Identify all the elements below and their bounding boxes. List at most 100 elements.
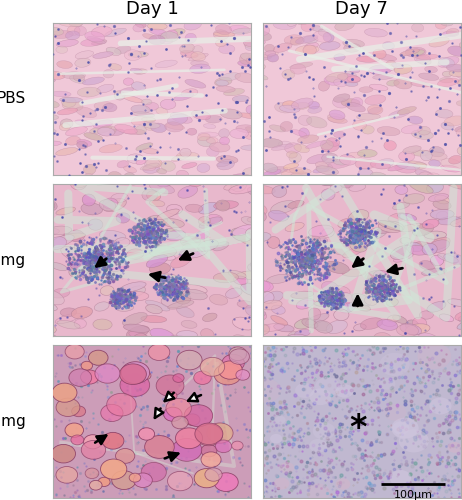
Ellipse shape <box>326 320 347 334</box>
Ellipse shape <box>66 31 80 40</box>
Circle shape <box>90 480 102 490</box>
Ellipse shape <box>185 80 206 88</box>
Ellipse shape <box>170 255 191 268</box>
Circle shape <box>307 484 330 500</box>
Ellipse shape <box>419 73 439 80</box>
Ellipse shape <box>36 114 59 120</box>
Ellipse shape <box>232 96 249 102</box>
Circle shape <box>270 434 282 444</box>
Ellipse shape <box>440 20 453 26</box>
Ellipse shape <box>123 78 134 86</box>
Ellipse shape <box>290 64 306 74</box>
Ellipse shape <box>75 51 94 59</box>
Ellipse shape <box>56 40 78 47</box>
Ellipse shape <box>245 305 258 316</box>
Ellipse shape <box>399 151 415 162</box>
Ellipse shape <box>133 112 155 117</box>
Ellipse shape <box>105 28 127 37</box>
Ellipse shape <box>294 318 316 329</box>
Ellipse shape <box>446 64 462 72</box>
Circle shape <box>176 350 202 370</box>
Ellipse shape <box>40 78 55 84</box>
Circle shape <box>95 364 120 383</box>
Ellipse shape <box>298 115 312 126</box>
Ellipse shape <box>159 228 180 239</box>
Ellipse shape <box>81 203 103 215</box>
Ellipse shape <box>41 49 52 55</box>
Ellipse shape <box>141 99 152 104</box>
Ellipse shape <box>185 204 203 212</box>
Ellipse shape <box>416 56 431 65</box>
Ellipse shape <box>214 201 238 209</box>
Ellipse shape <box>335 20 354 30</box>
Ellipse shape <box>171 154 189 162</box>
Ellipse shape <box>42 326 56 334</box>
Ellipse shape <box>69 20 83 26</box>
Ellipse shape <box>449 156 462 164</box>
Ellipse shape <box>429 146 444 157</box>
Ellipse shape <box>180 236 201 246</box>
Ellipse shape <box>136 143 153 150</box>
Ellipse shape <box>360 16 373 23</box>
Ellipse shape <box>233 335 254 346</box>
Ellipse shape <box>233 276 248 284</box>
Ellipse shape <box>329 110 345 120</box>
Circle shape <box>399 430 429 452</box>
Ellipse shape <box>411 150 432 156</box>
Ellipse shape <box>248 64 265 72</box>
Circle shape <box>194 371 211 384</box>
Ellipse shape <box>410 82 430 87</box>
Ellipse shape <box>383 42 395 50</box>
Ellipse shape <box>315 299 338 306</box>
Ellipse shape <box>430 238 450 250</box>
Ellipse shape <box>210 142 230 152</box>
Circle shape <box>89 350 108 366</box>
Ellipse shape <box>351 98 363 107</box>
Ellipse shape <box>349 68 360 73</box>
Ellipse shape <box>455 126 462 132</box>
Circle shape <box>141 462 166 482</box>
Ellipse shape <box>405 47 426 57</box>
Ellipse shape <box>131 82 146 90</box>
Ellipse shape <box>202 313 217 322</box>
Circle shape <box>274 478 289 490</box>
Ellipse shape <box>160 32 178 42</box>
Ellipse shape <box>267 166 288 174</box>
Ellipse shape <box>321 176 335 186</box>
Ellipse shape <box>307 116 327 128</box>
Ellipse shape <box>172 13 188 19</box>
Ellipse shape <box>168 300 194 309</box>
Ellipse shape <box>365 95 386 105</box>
Ellipse shape <box>430 210 454 219</box>
Ellipse shape <box>224 88 244 96</box>
Ellipse shape <box>421 16 432 23</box>
Ellipse shape <box>191 60 208 67</box>
Circle shape <box>139 428 155 440</box>
Ellipse shape <box>422 219 439 228</box>
Ellipse shape <box>197 134 210 140</box>
Ellipse shape <box>243 40 262 47</box>
Ellipse shape <box>232 317 256 330</box>
Ellipse shape <box>428 194 449 202</box>
Circle shape <box>166 398 191 418</box>
Ellipse shape <box>409 181 433 194</box>
Circle shape <box>145 436 174 458</box>
Ellipse shape <box>278 141 292 147</box>
Circle shape <box>380 378 395 390</box>
Ellipse shape <box>260 138 283 147</box>
Circle shape <box>102 432 124 449</box>
Ellipse shape <box>369 84 388 90</box>
Ellipse shape <box>149 200 165 206</box>
Ellipse shape <box>359 86 373 92</box>
Ellipse shape <box>37 100 59 108</box>
Ellipse shape <box>62 72 85 79</box>
Ellipse shape <box>129 331 148 340</box>
Ellipse shape <box>264 291 283 304</box>
Ellipse shape <box>408 161 427 166</box>
Ellipse shape <box>56 46 68 54</box>
Ellipse shape <box>396 324 419 336</box>
Ellipse shape <box>124 172 135 182</box>
Ellipse shape <box>339 180 354 188</box>
Ellipse shape <box>50 262 67 270</box>
Ellipse shape <box>93 120 113 128</box>
